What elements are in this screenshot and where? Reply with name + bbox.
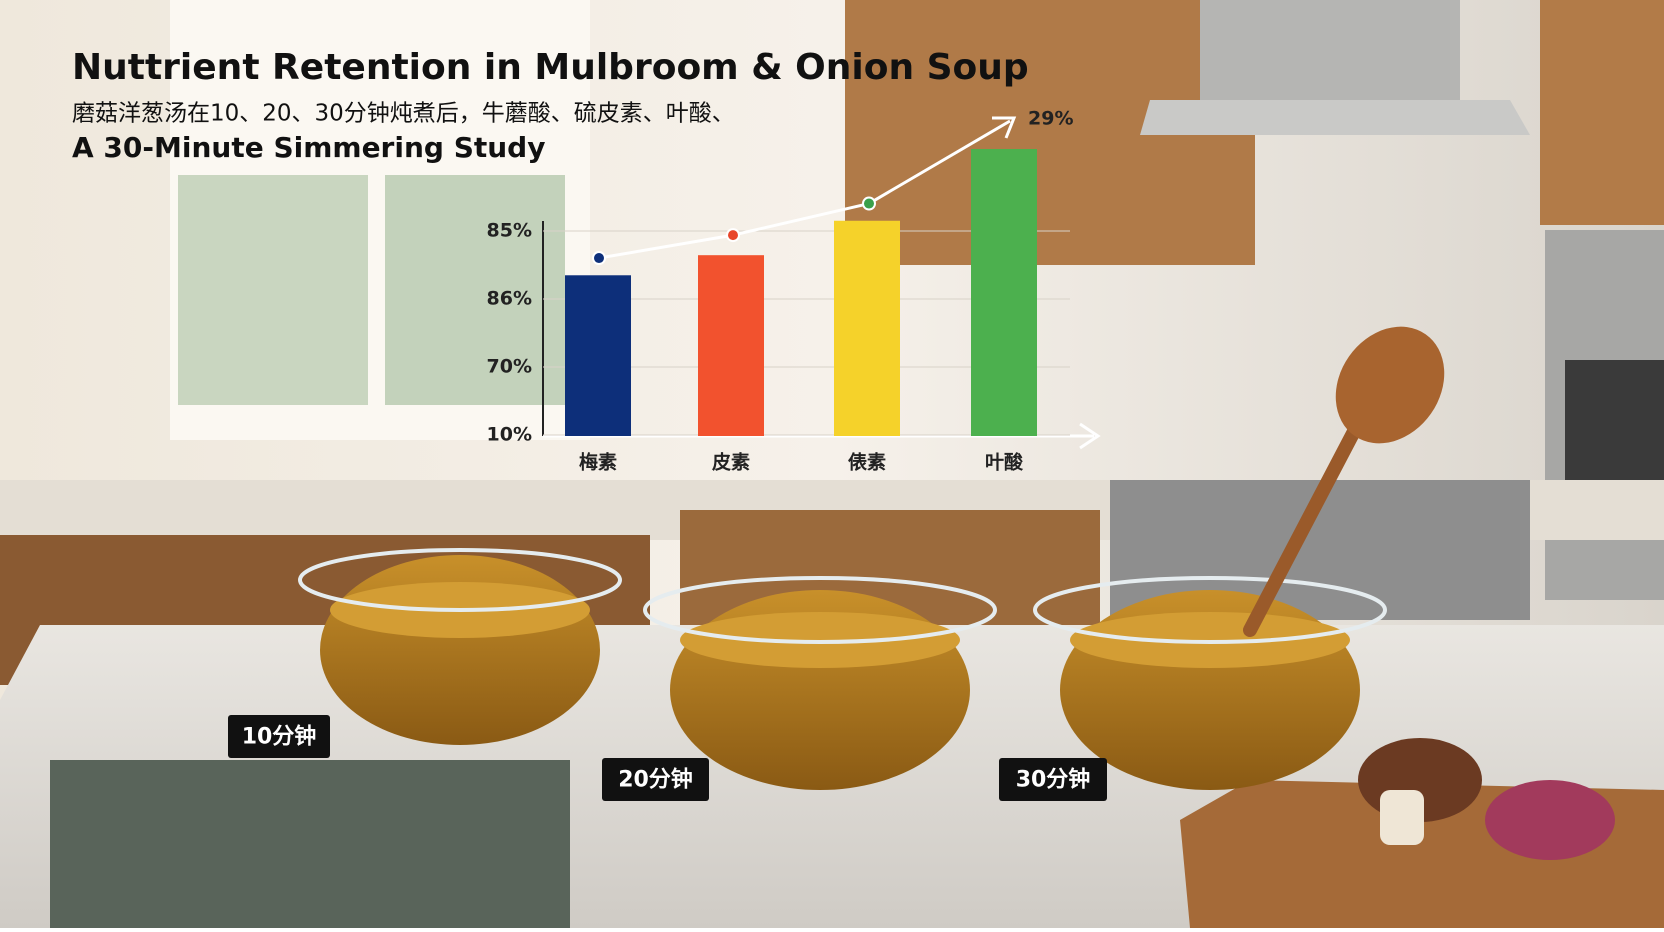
bar — [834, 220, 900, 436]
trend-arrow — [868, 119, 1011, 205]
time-badge — [999, 758, 1107, 801]
x-tick-label: 叶酸 — [985, 451, 1024, 474]
trend-point — [592, 251, 606, 266]
x-tick-label: 梅素 — [579, 451, 617, 474]
trend-arrow-head — [992, 116, 1017, 139]
time-badge — [602, 758, 709, 801]
x-axis-arrow — [1079, 422, 1101, 450]
time-badge — [228, 715, 330, 758]
time-label: 30分钟 — [1016, 767, 1091, 793]
trend-end-label: 29% — [1028, 108, 1073, 130]
subtitle: A 30-Minute Simmering Study — [72, 131, 545, 164]
subtitle: 磨菇洋葱汤在10、20、30分钟炖煮后，牛蘑酸、硫皮素、叶酸、 — [72, 101, 735, 127]
y-axis-label: 70% — [487, 356, 532, 378]
trend-point — [726, 228, 740, 243]
trend-point — [862, 196, 876, 211]
time-label: 20分钟 — [618, 767, 693, 793]
bar — [565, 275, 631, 436]
time-label: 10分钟 — [242, 724, 317, 750]
bar — [971, 149, 1037, 436]
chart-title: Nuttrient Retention in Mulbroom & Onion … — [72, 47, 1029, 88]
x-tick-label: 俵素 — [848, 451, 886, 474]
y-axis-label: 10% — [487, 424, 532, 446]
chart: 85% 86% 70% 10% 梅素 皮素 俵素 叶酸 29% — [487, 108, 1101, 474]
y-axis-label: 86% — [487, 288, 532, 310]
bar — [698, 255, 764, 436]
pots — [298, 326, 1615, 860]
y-axis-label: 85% — [487, 220, 532, 242]
x-tick-label: 皮素 — [712, 451, 750, 474]
